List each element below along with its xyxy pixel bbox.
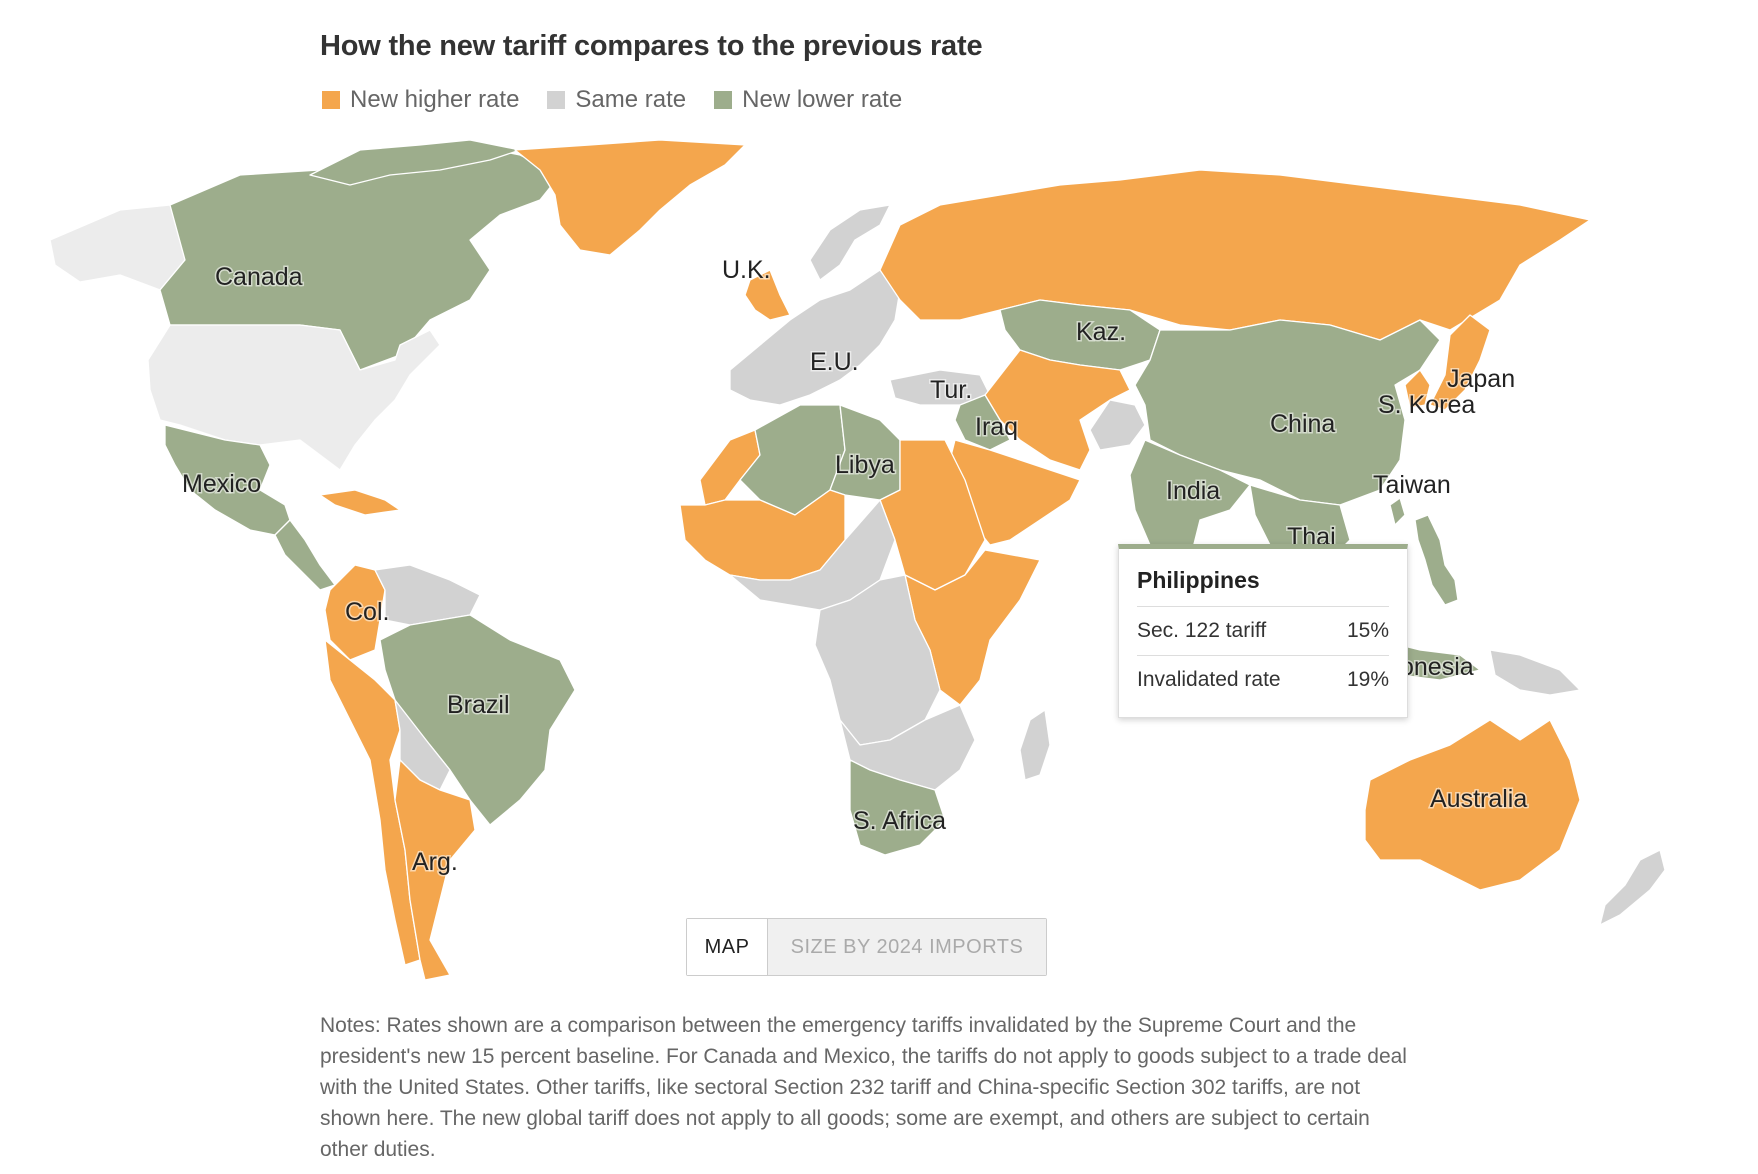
label-australia: Australia — [1430, 785, 1527, 813]
legend-label-higher: New higher rate — [350, 86, 520, 113]
region-eu[interactable] — [729, 269, 901, 406]
region-south-korea[interactable] — [1404, 369, 1431, 409]
region-australia[interactable] — [1364, 719, 1581, 891]
label-india: India — [1166, 477, 1220, 505]
label-mexico: Mexico — [182, 470, 261, 498]
legend-swatch-same — [547, 91, 566, 109]
region-russia[interactable] — [879, 169, 1591, 341]
chart-title: How the new tariff compares to the previ… — [320, 30, 983, 62]
label-japan: Japan — [1447, 365, 1515, 393]
tooltip-row-invalidated: Invalidated rate 19% — [1137, 655, 1389, 704]
region-central-america[interactable] — [274, 519, 336, 591]
tooltip-row-label: Sec. 122 tariff — [1137, 619, 1267, 642]
legend-item-lower: New lower rate — [714, 86, 902, 114]
legend-swatch-higher — [322, 91, 340, 109]
legend: New higher rate Same rate New lower rate — [322, 86, 902, 114]
region-caribbean[interactable] — [319, 489, 401, 516]
legend-label-same: Same rate — [575, 86, 687, 113]
label-libya: Libya — [835, 451, 895, 479]
label-brazil: Brazil — [447, 691, 510, 719]
chart-notes: Notes: Rates shown are a comparison betw… — [320, 1014, 1407, 1161]
tooltip-row-value: 15% — [1346, 619, 1389, 642]
region-norway[interactable] — [809, 204, 891, 281]
label-uk: U.K. — [722, 256, 771, 284]
region-south-africa[interactable] — [849, 759, 946, 856]
region-argentina[interactable] — [394, 759, 476, 981]
legend-item-same: Same rate — [547, 86, 686, 114]
label-iraq: Iraq — [975, 413, 1018, 441]
region-madagascar[interactable] — [1019, 709, 1051, 781]
region-taiwan[interactable] — [1389, 497, 1406, 526]
label-south-korea: S. Korea — [1378, 391, 1475, 419]
label-argentina: Arg. — [412, 848, 458, 876]
tooltip-row-value: 19% — [1346, 668, 1389, 691]
label-china: China — [1270, 410, 1335, 438]
region-central-africa[interactable] — [814, 574, 941, 746]
label-colombia: Col. — [345, 598, 389, 626]
label-indonesia: onesia — [1400, 653, 1474, 681]
region-greenland[interactable] — [514, 139, 746, 256]
region-papua[interactable] — [1489, 649, 1581, 696]
legend-swatch-lower — [714, 91, 733, 109]
region-china[interactable] — [1134, 319, 1441, 506]
tooltip-country-name: Philippines — [1137, 567, 1260, 593]
region-colombia[interactable] — [324, 564, 386, 661]
region-kazakhstan[interactable] — [999, 299, 1161, 371]
legend-label-lower: New lower rate — [742, 86, 903, 113]
size-by-imports-button[interactable]: SIZE BY 2024 IMPORTS — [768, 919, 1046, 975]
country-tooltip: Philippines Sec. 122 tariff 15% Invalida… — [1118, 544, 1408, 718]
region-new-zealand[interactable] — [1599, 849, 1666, 926]
region-canada-islands[interactable] — [309, 139, 521, 186]
label-canada: Canada — [215, 263, 303, 291]
legend-item-higher: New higher rate — [322, 86, 519, 114]
region-sahel-central[interactable] — [729, 499, 896, 611]
label-turkey: Tur. — [930, 376, 972, 404]
region-iran-central-asia[interactable] — [984, 349, 1131, 471]
region-philippines[interactable] — [1414, 514, 1459, 606]
map-view-button[interactable]: MAP — [687, 919, 768, 975]
label-eu: E.U. — [810, 348, 859, 376]
label-taiwan: Taiwan — [1373, 471, 1451, 499]
region-japan[interactable] — [1429, 314, 1491, 411]
label-kazakhstan: Kaz. — [1076, 318, 1126, 346]
world-map: Canada U.K. E.U. Kaz. Japan S. Korea Tur… — [49, 139, 1666, 981]
view-toggle: MAP SIZE BY 2024 IMPORTS — [686, 918, 1047, 976]
region-uk[interactable] — [744, 269, 791, 321]
label-south-africa: S. Africa — [853, 807, 946, 835]
tooltip-row-sec122: Sec. 122 tariff 15% — [1137, 606, 1389, 655]
region-iraq[interactable] — [954, 394, 1011, 451]
tooltip-row-label: Invalidated rate — [1137, 668, 1281, 691]
region-usa[interactable] — [147, 324, 441, 471]
region-afghanistan[interactable] — [1089, 399, 1146, 451]
